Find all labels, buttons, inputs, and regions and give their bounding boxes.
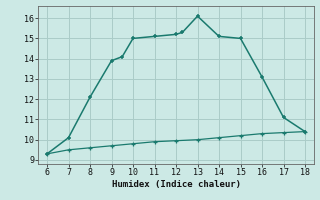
X-axis label: Humidex (Indice chaleur): Humidex (Indice chaleur): [111, 180, 241, 189]
